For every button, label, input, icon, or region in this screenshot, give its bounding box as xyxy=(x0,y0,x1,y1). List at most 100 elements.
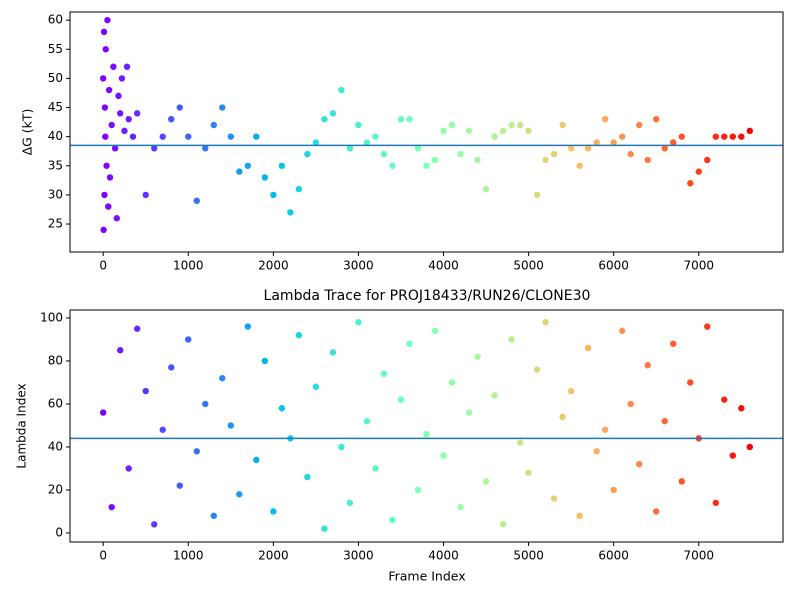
point xyxy=(712,499,719,507)
axes-frame xyxy=(69,309,784,543)
point xyxy=(576,162,583,169)
point xyxy=(584,145,592,152)
point xyxy=(142,191,149,199)
x-tick-label: 6000 xyxy=(598,549,629,563)
point xyxy=(559,121,566,129)
point xyxy=(185,336,192,343)
point xyxy=(414,145,422,152)
point xyxy=(202,145,209,152)
point xyxy=(440,127,447,135)
point xyxy=(533,191,541,199)
point xyxy=(491,392,498,399)
point xyxy=(380,150,388,158)
point xyxy=(118,75,126,82)
x-tick-label: 7000 xyxy=(683,549,714,563)
point xyxy=(687,180,694,187)
y-tick-label: 25 xyxy=(48,217,63,231)
point xyxy=(704,323,711,330)
point xyxy=(423,162,430,169)
point xyxy=(457,503,464,511)
point xyxy=(474,353,481,360)
point xyxy=(100,28,108,36)
point xyxy=(576,512,583,519)
point xyxy=(695,168,702,175)
point xyxy=(363,417,371,425)
point xyxy=(270,508,277,515)
point xyxy=(516,439,524,446)
point xyxy=(115,92,122,100)
x-axis-label: Frame Index xyxy=(388,569,465,584)
point xyxy=(499,521,507,528)
x-tick-label: 7000 xyxy=(683,259,714,273)
point xyxy=(219,104,226,111)
point xyxy=(102,133,109,140)
point xyxy=(210,121,217,129)
point xyxy=(108,121,115,129)
point xyxy=(159,426,166,433)
x-tick-label: 2000 xyxy=(258,259,289,273)
x-tick-label: 3000 xyxy=(343,259,374,273)
point xyxy=(116,110,124,117)
point xyxy=(338,443,345,451)
point xyxy=(312,383,320,390)
y-tick-label: 0 xyxy=(55,525,63,539)
y-tick-label: 20 xyxy=(48,482,63,496)
point xyxy=(151,521,158,528)
point xyxy=(176,482,183,489)
point xyxy=(678,133,685,140)
point xyxy=(644,362,651,369)
point xyxy=(103,162,110,169)
point xyxy=(610,486,617,494)
point xyxy=(219,374,226,382)
point xyxy=(287,209,294,216)
point xyxy=(627,400,634,408)
point xyxy=(670,139,677,146)
point xyxy=(193,448,200,455)
point xyxy=(738,405,745,412)
point xyxy=(202,400,209,408)
point xyxy=(278,405,286,412)
point xyxy=(329,110,337,117)
point xyxy=(448,379,456,386)
point xyxy=(113,215,120,222)
point xyxy=(721,396,728,403)
point xyxy=(253,456,260,464)
point xyxy=(125,115,132,123)
point xyxy=(729,452,737,459)
point xyxy=(106,174,114,181)
point xyxy=(227,422,235,429)
x-tick-label: 5000 xyxy=(513,259,544,273)
y-tick-label: 50 xyxy=(48,71,63,85)
point xyxy=(321,525,328,532)
point xyxy=(661,417,668,425)
point xyxy=(542,319,549,326)
point xyxy=(102,46,109,53)
point xyxy=(111,145,119,152)
point xyxy=(108,503,115,511)
point xyxy=(567,387,575,395)
x-tick-label: 4000 xyxy=(428,259,459,273)
x-tick-label: 1000 xyxy=(173,549,204,563)
point xyxy=(474,156,481,164)
point xyxy=(618,133,626,140)
point xyxy=(610,139,617,146)
point xyxy=(636,460,643,468)
y-axis-label: ΔG (kT) xyxy=(20,109,35,156)
point xyxy=(123,63,131,70)
x-tick-label: 5000 xyxy=(513,549,544,563)
point xyxy=(116,347,124,354)
point xyxy=(567,145,575,152)
chart-title: Lambda Trace for PROJ18433/RUN26/CLONE30 xyxy=(264,288,591,304)
point xyxy=(670,340,677,347)
point xyxy=(678,478,685,485)
point xyxy=(653,508,660,515)
point xyxy=(105,86,113,94)
point xyxy=(244,323,252,330)
point xyxy=(389,162,396,169)
point xyxy=(129,133,137,140)
point xyxy=(661,145,668,152)
point xyxy=(601,115,609,123)
point xyxy=(134,325,141,332)
point xyxy=(601,426,609,433)
